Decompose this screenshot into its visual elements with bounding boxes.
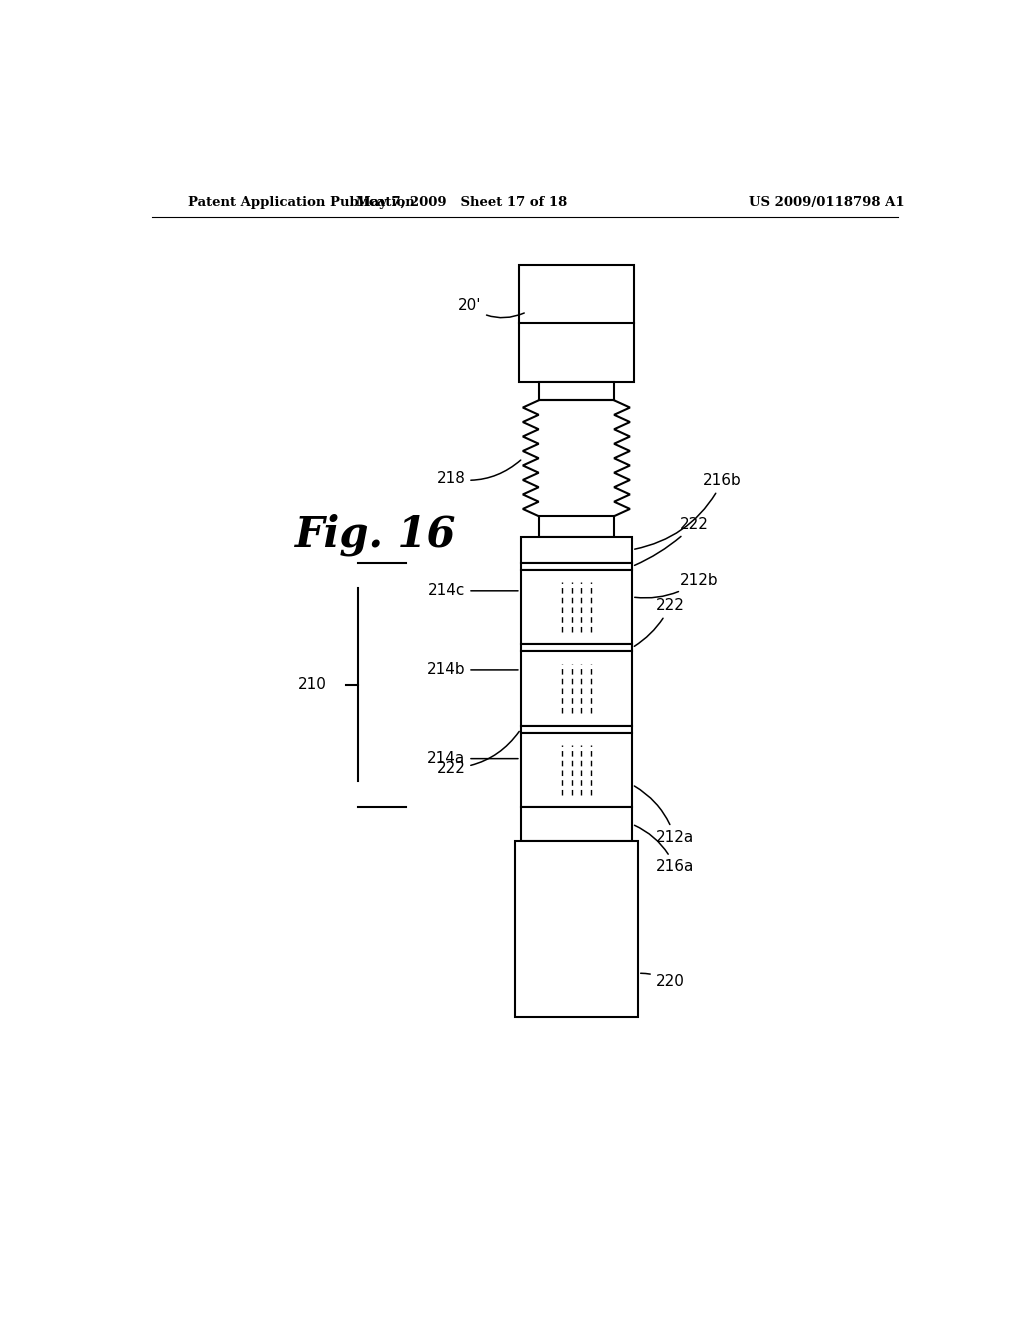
Text: 218: 218 xyxy=(436,461,521,486)
Bar xyxy=(515,841,638,1018)
Text: 210: 210 xyxy=(298,677,327,693)
Text: May 7, 2009   Sheet 17 of 18: May 7, 2009 Sheet 17 of 18 xyxy=(355,195,567,209)
Bar xyxy=(521,651,632,726)
Bar xyxy=(521,726,632,733)
Bar xyxy=(519,265,634,381)
Bar xyxy=(539,381,614,400)
Text: US 2009/0118798 A1: US 2009/0118798 A1 xyxy=(749,195,904,209)
Text: 20': 20' xyxy=(458,298,524,318)
Text: 222: 222 xyxy=(635,517,709,565)
Text: 212a: 212a xyxy=(634,785,694,845)
Text: 216a: 216a xyxy=(635,825,694,874)
Bar xyxy=(521,570,632,644)
Text: 222: 222 xyxy=(634,598,685,647)
Bar xyxy=(521,562,632,570)
Text: 212b: 212b xyxy=(635,573,718,598)
Bar xyxy=(521,644,632,651)
Text: 222: 222 xyxy=(436,731,519,776)
Bar xyxy=(521,807,632,841)
Text: Fig. 16: Fig. 16 xyxy=(295,513,456,556)
Text: 214c: 214c xyxy=(428,583,518,598)
Bar xyxy=(539,516,614,536)
Text: 214a: 214a xyxy=(427,751,518,766)
Bar xyxy=(521,536,632,562)
Text: 214b: 214b xyxy=(427,663,518,677)
Bar xyxy=(521,733,632,807)
Text: 216b: 216b xyxy=(635,473,742,549)
Text: 220: 220 xyxy=(641,973,685,989)
Text: Patent Application Publication: Patent Application Publication xyxy=(187,195,415,209)
